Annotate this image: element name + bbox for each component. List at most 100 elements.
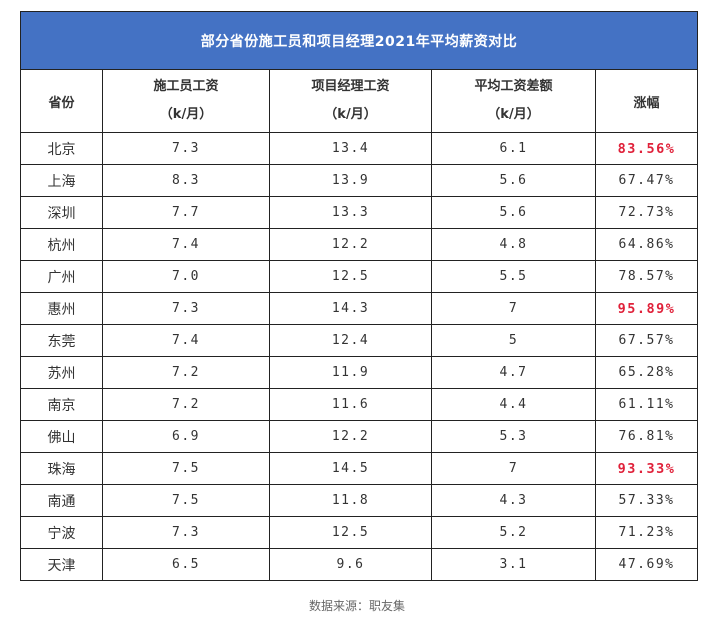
table-row: 南京 7.2 11.6 4.4 61.11% <box>20 388 699 421</box>
cell-growth: 72.73% <box>594 196 699 229</box>
cell-growth: 93.33% <box>594 452 699 485</box>
cell-salary-diff: 5 <box>431 324 596 357</box>
cell-salary-diff: 5.6 <box>431 196 596 229</box>
cell-province: 佛山 <box>20 420 103 453</box>
cell-manager-salary: 12.2 <box>269 228 432 261</box>
table-row: 杭州 7.4 12.2 4.8 64.86% <box>20 228 699 261</box>
cell-manager-salary: 9.6 <box>269 548 432 581</box>
table-row: 深圳 7.7 13.3 5.6 72.73% <box>20 196 699 229</box>
cell-growth: 78.57% <box>594 260 699 293</box>
cell-worker-salary: 7.3 <box>102 292 270 325</box>
header-salary-diff-unit: （k/月） <box>487 107 540 122</box>
cell-salary-diff: 4.7 <box>431 356 596 389</box>
table-row: 珠海 7.5 14.5 7 93.33% <box>20 452 699 485</box>
cell-worker-salary: 7.2 <box>102 388 270 421</box>
cell-salary-diff: 5.5 <box>431 260 596 293</box>
cell-salary-diff: 4.8 <box>431 228 596 261</box>
table-row: 北京 7.3 13.4 6.1 83.56% <box>20 132 699 165</box>
cell-manager-salary: 11.8 <box>269 484 432 517</box>
table-row: 南通 7.5 11.8 4.3 57.33% <box>20 484 699 517</box>
cell-salary-diff: 5.3 <box>431 420 596 453</box>
cell-province: 东莞 <box>20 324 103 357</box>
table-row: 苏州 7.2 11.9 4.7 65.28% <box>20 356 699 389</box>
header-worker-salary-unit: （k/月） <box>159 107 213 122</box>
cell-province: 天津 <box>20 548 103 581</box>
cell-worker-salary: 7.5 <box>102 484 270 517</box>
cell-manager-salary: 13.9 <box>269 164 432 197</box>
header-province-label: 省份 <box>48 95 75 111</box>
cell-province: 北京 <box>20 132 103 165</box>
cell-salary-diff: 7 <box>431 292 596 325</box>
cell-salary-diff: 6.1 <box>431 132 596 165</box>
cell-worker-salary: 7.3 <box>102 516 270 549</box>
cell-province: 南京 <box>20 388 103 421</box>
salary-table-container: 部分省份施工员和项目经理2021年平均薪资对比 省份 施工员工资 （k/月） 项… <box>19 11 699 581</box>
table-row: 宁波 7.3 12.5 5.2 71.23% <box>20 516 699 549</box>
cell-growth: 47.69% <box>594 548 699 581</box>
cell-manager-salary: 13.4 <box>269 132 432 165</box>
cell-salary-diff: 3.1 <box>431 548 596 581</box>
cell-province: 珠海 <box>20 452 103 485</box>
data-source-note: 数据来源：职友集 <box>308 599 405 613</box>
cell-manager-salary: 11.6 <box>269 388 432 421</box>
cell-manager-salary: 11.9 <box>269 356 432 389</box>
cell-province: 深圳 <box>20 196 103 229</box>
table-row: 东莞 7.4 12.4 5 67.57% <box>20 324 699 357</box>
table-row: 上海 8.3 13.9 5.6 67.47% <box>20 164 699 197</box>
cell-growth: 64.86% <box>594 228 699 261</box>
cell-manager-salary: 12.5 <box>269 516 432 549</box>
cell-growth: 71.23% <box>594 516 699 549</box>
header-manager-salary-unit: （k/月） <box>324 107 377 122</box>
cell-worker-salary: 7.0 <box>102 260 270 293</box>
cell-worker-salary: 7.7 <box>102 196 270 229</box>
cell-manager-salary: 13.3 <box>269 196 432 229</box>
cell-growth: 83.56% <box>594 132 699 165</box>
cell-worker-salary: 6.5 <box>102 548 270 581</box>
cell-manager-salary: 12.2 <box>269 420 432 453</box>
table-body: 北京 7.3 13.4 6.1 83.56% 上海 8.3 13.9 5.6 67.47% 深圳 7.… <box>20 132 699 581</box>
table-row: 天津 6.5 9.6 3.1 47.69% <box>20 548 699 581</box>
cell-province: 杭州 <box>20 228 103 261</box>
cell-province: 上海 <box>20 164 103 197</box>
header-manager-salary-label: 项目经理工资 <box>311 79 390 94</box>
cell-manager-salary: 12.4 <box>269 324 432 357</box>
cell-manager-salary: 14.3 <box>269 292 432 325</box>
cell-growth: 57.33% <box>594 484 699 517</box>
salary-table: 部分省份施工员和项目经理2021年平均薪资对比 省份 施工员工资 （k/月） 项… <box>19 11 699 581</box>
cell-worker-salary: 8.3 <box>102 164 270 197</box>
cell-province: 宁波 <box>20 516 103 549</box>
header-salary-diff: 平均工资差额 （k/月） <box>431 69 596 133</box>
header-growth: 涨幅 <box>594 69 699 133</box>
cell-worker-salary: 7.4 <box>102 228 270 261</box>
cell-province: 苏州 <box>20 356 103 389</box>
cell-growth: 61.11% <box>594 388 699 421</box>
cell-province: 南通 <box>20 484 103 517</box>
header-manager-salary: 项目经理工资 （k/月） <box>269 69 432 133</box>
cell-worker-salary: 7.5 <box>102 452 270 485</box>
cell-growth: 76.81% <box>594 420 699 453</box>
cell-manager-salary: 14.5 <box>269 452 432 485</box>
header-salary-diff-label: 平均工资差额 <box>474 79 553 94</box>
cell-worker-salary: 7.4 <box>102 324 270 357</box>
table-row: 佛山 6.9 12.2 5.3 76.81% <box>20 420 699 453</box>
cell-salary-diff: 4.4 <box>431 388 596 421</box>
cell-salary-diff: 5.2 <box>431 516 596 549</box>
cell-worker-salary: 6.9 <box>102 420 270 453</box>
cell-salary-diff: 7 <box>431 452 596 485</box>
header-worker-salary-label: 施工员工资 <box>153 79 219 94</box>
cell-growth: 65.28% <box>594 356 699 389</box>
cell-manager-salary: 12.5 <box>269 260 432 293</box>
cell-salary-diff: 4.3 <box>431 484 596 517</box>
table-title: 部分省份施工员和项目经理2021年平均薪资对比 <box>19 11 699 70</box>
cell-province: 广州 <box>20 260 103 293</box>
cell-salary-diff: 5.6 <box>431 164 596 197</box>
cell-growth: 67.57% <box>594 324 699 357</box>
cell-worker-salary: 7.3 <box>102 132 270 165</box>
table-row: 广州 7.0 12.5 5.5 78.57% <box>20 260 699 293</box>
cell-province: 惠州 <box>20 292 103 325</box>
cell-worker-salary: 7.2 <box>102 356 270 389</box>
header-worker-salary: 施工员工资 （k/月） <box>102 69 270 133</box>
header-row: 省份 施工员工资 （k/月） 项目经理工资 （k/月） 平均工资差额 （k/月）… <box>20 69 699 133</box>
cell-growth: 95.89% <box>594 292 699 325</box>
title-row: 部分省份施工员和项目经理2021年平均薪资对比 <box>19 11 699 70</box>
